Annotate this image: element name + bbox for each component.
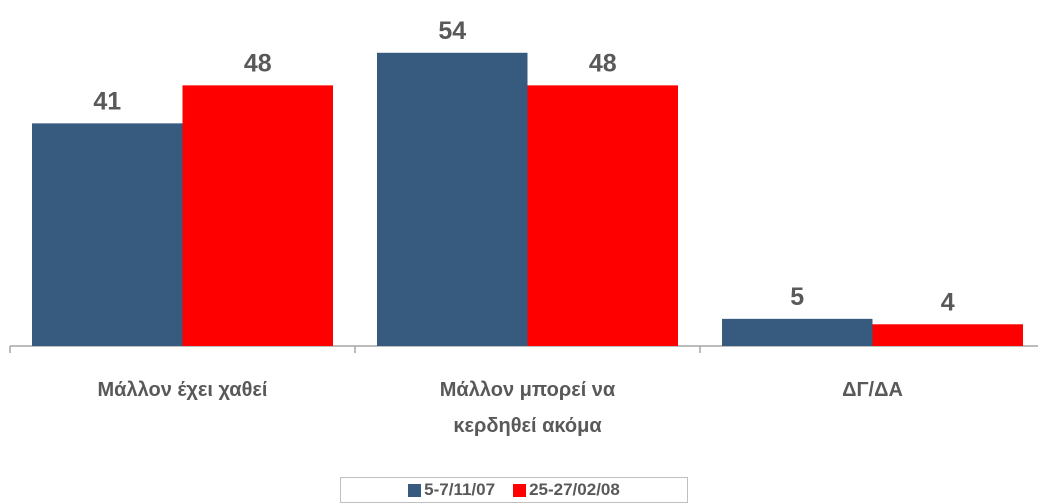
bar bbox=[182, 85, 333, 347]
x-tick-label: Μάλλον έχει χαθεί bbox=[97, 379, 268, 401]
legend: 5-7/11/07 25-27/02/08 bbox=[340, 477, 688, 503]
bar bbox=[527, 85, 678, 347]
x-tick-label: ΔΓ/ΔΑ bbox=[842, 379, 903, 401]
legend-item: 5-7/11/07 bbox=[408, 480, 495, 500]
bar bbox=[872, 324, 1023, 346]
legend-swatch bbox=[513, 483, 527, 497]
legend-label: 5-7/11/07 bbox=[424, 480, 496, 499]
bar bbox=[32, 123, 183, 347]
legend-swatch bbox=[408, 483, 422, 497]
bar bbox=[377, 52, 528, 346]
legend-item: 25-27/02/08 bbox=[513, 480, 620, 500]
x-tick-label: Μάλλον μπορεί να κερδηθεί ακόμα bbox=[439, 379, 616, 437]
value-label: 4 bbox=[941, 288, 955, 316]
value-label: 41 bbox=[93, 87, 121, 115]
legend-label: 25-27/02/08 bbox=[529, 480, 620, 499]
value-label: 48 bbox=[589, 49, 617, 77]
value-label: 5 bbox=[790, 283, 804, 311]
value-label: 48 bbox=[244, 49, 272, 77]
value-label: 54 bbox=[438, 17, 466, 45]
bar bbox=[722, 318, 873, 346]
